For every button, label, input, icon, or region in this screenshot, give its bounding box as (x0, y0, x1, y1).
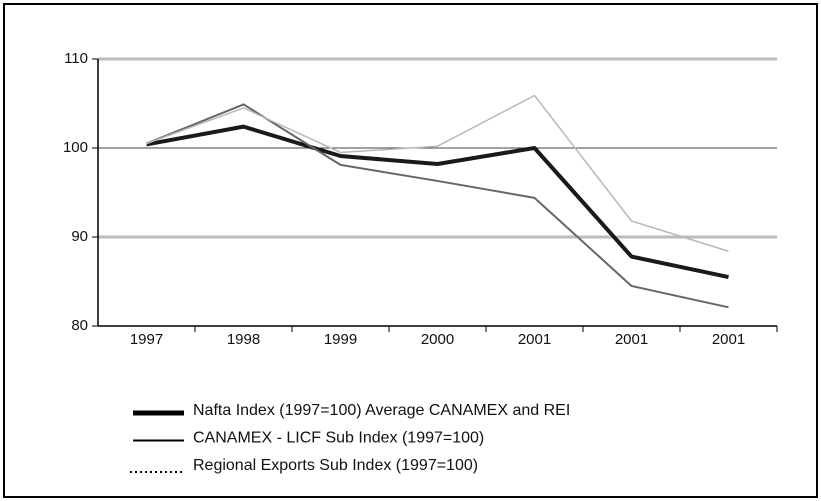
y-tick-label: 80 (71, 317, 88, 334)
y-tick-label: 110 (64, 50, 88, 67)
legend-label: CANAMEX - LICF Sub Index (1997=100) (193, 430, 484, 447)
x-tick-label: 1997 (130, 331, 163, 348)
x-tick-label: 1999 (324, 331, 357, 348)
series-line (146, 94, 729, 252)
x-tick-label: 2000 (421, 331, 454, 348)
x-tick-label: 2001 (518, 331, 551, 348)
y-tick-label: 100 (63, 139, 88, 156)
x-tick-label: 1998 (227, 331, 260, 348)
series-line (146, 124, 729, 280)
frame (3, 3, 818, 498)
y-tick-label: 90 (71, 228, 88, 245)
x-tick-label: 2001 (615, 331, 648, 348)
series-line (146, 103, 729, 309)
legend-label: Nafta Index (1997=100) Average CANAMEX a… (193, 402, 570, 419)
legend-label: Regional Exports Sub Index (1997=100) (193, 457, 478, 474)
x-tick-label: 2001 (712, 331, 745, 348)
